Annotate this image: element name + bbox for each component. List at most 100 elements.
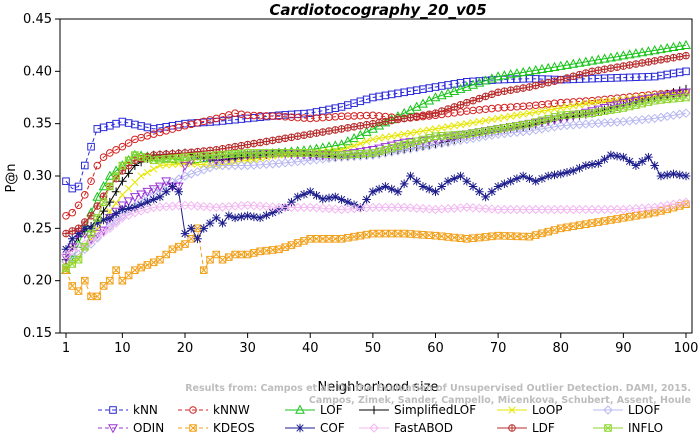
legend-label: SimplifiedLOF [394,403,476,417]
data-point [74,182,83,191]
plot-area [61,39,691,301]
data-point [411,203,422,213]
data-point [237,212,246,222]
data-point [186,224,196,233]
data-point [512,174,522,183]
data-point [118,117,127,126]
legend-label: FastABOD [394,421,453,434]
data-point [381,182,390,191]
data-point [506,86,515,94]
data-point [136,200,146,210]
data-point [67,246,77,256]
data-point [137,263,145,272]
legend-marker [369,423,379,433]
data-point [450,122,458,130]
data-point [599,204,610,215]
data-point [111,216,121,226]
data-point [217,160,228,171]
x-tick-label: 90 [615,341,632,356]
legend-marker [508,424,516,432]
data-point [162,250,171,259]
data-point [649,45,660,55]
data-point [581,204,591,215]
data-point [575,221,584,229]
data-point [225,143,233,152]
data-point [231,250,239,259]
data-point [556,204,566,215]
data-point [419,127,427,135]
data-point [463,120,471,128]
series-inflo [62,93,690,272]
data-point [544,114,553,123]
data-point [518,67,529,77]
data-point [588,109,596,117]
data-point [600,107,609,115]
data-point [112,119,120,128]
data-point [268,246,277,254]
data-point [105,213,115,223]
data-point [80,276,89,285]
data-point [599,53,610,63]
data-point [630,96,641,106]
data-point [568,204,578,215]
data-point [86,224,96,233]
data-point [93,125,102,133]
data-point [619,214,628,222]
data-point [674,40,685,51]
data-point [555,60,566,70]
data-point [431,109,440,117]
data-point [375,134,383,142]
data-point [430,92,441,102]
legend-label: kNN [133,403,158,417]
data-point [455,131,466,141]
data-point [131,178,139,186]
legend-item-knn: kNN [98,403,158,417]
data-point [488,232,496,241]
data-point [180,161,190,171]
data-point [249,201,259,211]
data-point [393,187,403,196]
data-point [538,107,546,115]
data-point [568,166,578,176]
legend-label: KDEOS [213,421,255,434]
data-point [155,182,165,192]
legend-marker [109,406,117,414]
data-point [563,223,571,232]
data-point [123,210,134,220]
data-point [287,197,296,207]
legend-marker [189,424,197,432]
data-point [513,85,521,93]
data-point [305,187,315,196]
data-point [431,187,440,196]
x-tick-label: 10 [114,341,131,356]
data-point [531,81,540,90]
data-point [562,59,572,69]
data-point [593,204,604,215]
data-point [487,187,497,196]
x-tick-label: 70 [490,341,507,356]
data-point [93,202,102,210]
data-point [174,242,183,251]
data-point [62,211,70,220]
data-point [142,187,153,198]
data-point [117,213,128,223]
data-point [231,142,239,151]
data-point [475,187,484,196]
data-point [99,282,108,290]
data-point [493,71,504,81]
data-point [519,84,527,92]
data-point [481,192,490,202]
y-tick-label: 0.15 [23,326,52,341]
data-point [606,204,616,215]
data-point [463,130,471,138]
data-point [143,197,152,207]
data-point [574,57,585,67]
data-point [413,128,421,136]
data-point [224,160,234,171]
data-point [106,276,114,285]
data-point [663,95,672,104]
data-point [612,204,622,215]
data-point [192,201,203,211]
data-point [249,212,259,222]
